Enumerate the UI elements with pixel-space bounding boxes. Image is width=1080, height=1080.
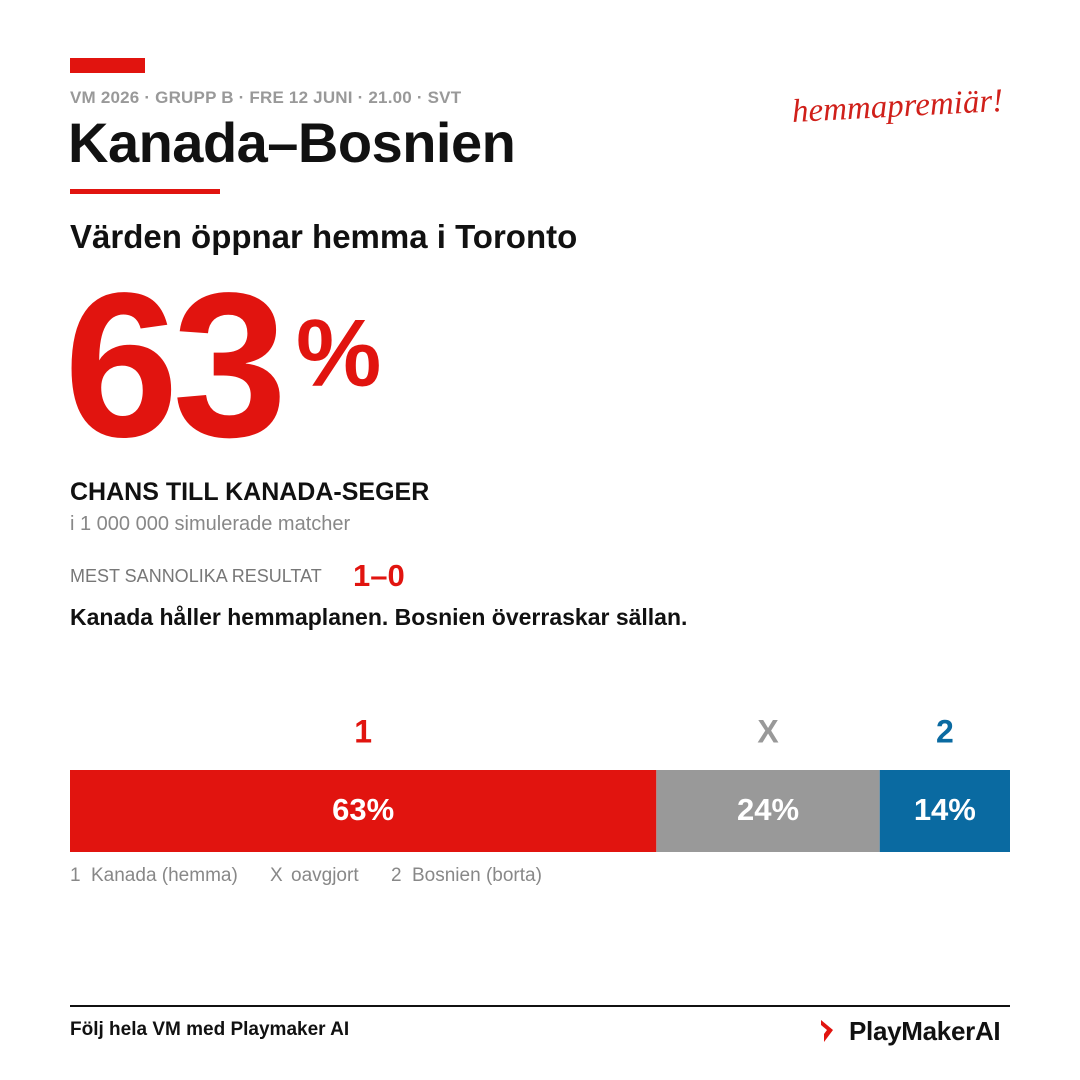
bar-value-label: 14% (914, 792, 976, 827)
legend-key: X (270, 865, 283, 886)
legend-key: 1 (70, 865, 81, 886)
category-label: X (757, 713, 779, 749)
bar-value-label: 24% (737, 792, 799, 827)
tagline: hemmapremiär! (791, 82, 1005, 130)
headline-unit: % (296, 300, 382, 407)
result-label: MEST SANNOLIKA RESULTAT (70, 566, 322, 586)
headline-note: i 1 000 000 simulerade matcher (70, 513, 351, 535)
headline-label: CHANS TILL KANADA-SEGER (70, 478, 430, 506)
bar-segment (70, 770, 657, 852)
result-score: 1–0 (353, 558, 405, 593)
legend-label: oavgjort (291, 865, 359, 886)
logo-chevron (821, 1020, 833, 1042)
legend-key: 2 (391, 865, 402, 886)
legend-label: Kanada (hemma) (91, 865, 238, 886)
subtitle: Värden öppnar hemma i Toronto (70, 218, 578, 255)
bar-value-label: 63% (332, 792, 394, 827)
headline-value: 63 (64, 250, 287, 480)
footer-text: Följ hela VM med Playmaker AI (70, 1019, 350, 1040)
accent-rule (70, 189, 220, 194)
bar-segment (656, 770, 880, 852)
summary: Kanada håller hemmaplanen. Bosnien överr… (70, 604, 688, 630)
accent-bar (70, 58, 145, 73)
bar-segment (879, 770, 1010, 852)
footer-rule (70, 1005, 1010, 1007)
match-meta: VM 2026 · GRUPP B · FRE 12 JUNI · 21.00 … (70, 88, 462, 107)
logo: PlayMakerAI (849, 1016, 1001, 1046)
category-label: 2 (936, 713, 954, 749)
legend-label: Bosnien (borta) (412, 865, 542, 886)
logo-icon (821, 1020, 833, 1042)
match-title: Kanada–Bosnien (68, 111, 516, 174)
category-label: 1 (354, 713, 372, 749)
